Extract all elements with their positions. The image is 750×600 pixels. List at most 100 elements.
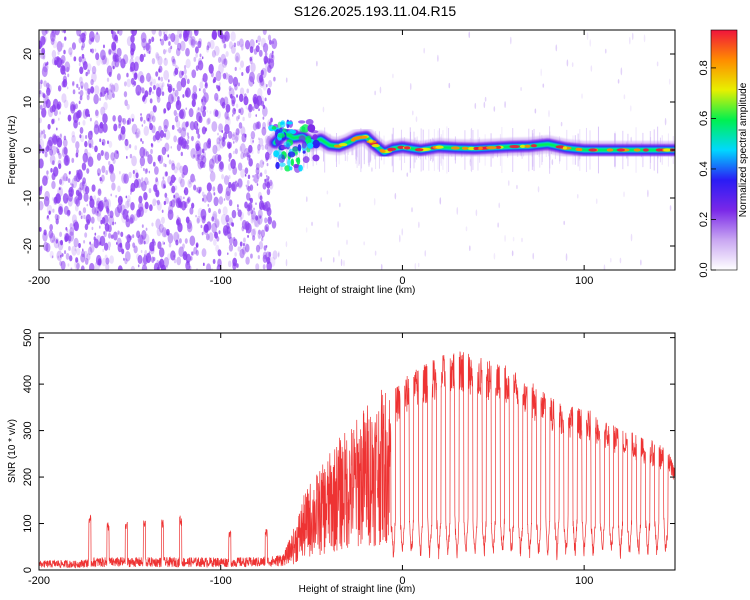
noise-blob — [158, 223, 164, 233]
noise-blob-faint — [424, 250, 427, 257]
noise-blob — [100, 106, 106, 116]
noise-blob — [174, 64, 178, 71]
noise-blob — [122, 208, 129, 220]
noise-blob — [118, 231, 121, 236]
noise-blob — [249, 56, 253, 62]
noise-blob — [116, 150, 119, 154]
noise-blob — [157, 154, 162, 162]
noise-blob — [257, 149, 260, 154]
noise-blob — [79, 76, 83, 84]
noise-blob — [193, 56, 197, 62]
noise-blob-faint — [623, 94, 626, 100]
noise-blob — [112, 158, 116, 164]
noise-blob — [122, 117, 127, 125]
noise-blob — [108, 49, 112, 55]
noise-blob — [110, 152, 116, 161]
noise-blob — [201, 248, 207, 258]
noise-blob — [52, 239, 54, 243]
noise-blob — [249, 71, 255, 83]
noise-blob — [82, 60, 88, 71]
noise-blob — [183, 196, 185, 200]
noise-blob — [137, 254, 143, 265]
noise-blob-faint — [520, 86, 522, 92]
noise-blob — [186, 222, 193, 233]
noise-blob — [69, 255, 73, 262]
noise-blob — [108, 163, 114, 173]
noise-blob — [151, 57, 156, 65]
noise-blob — [185, 87, 191, 98]
noise-blob — [257, 87, 263, 98]
noise-blob — [181, 172, 185, 179]
noise-blob — [225, 214, 230, 223]
noise-blob — [212, 144, 218, 155]
track-hotspot — [575, 147, 581, 151]
noise-blob — [169, 181, 172, 186]
noise-blob — [130, 192, 132, 195]
noise-blob — [177, 66, 179, 70]
noise-blob — [258, 108, 260, 112]
noise-blob — [232, 107, 236, 115]
noise-blob — [39, 200, 44, 211]
noise-blob — [107, 213, 110, 217]
noise-blob — [139, 156, 146, 167]
noise-blob — [224, 111, 229, 120]
noise-blob — [95, 200, 101, 210]
noise-blob — [53, 108, 58, 117]
noise-blob — [63, 135, 67, 141]
noise-blob — [39, 117, 42, 124]
noise-blob — [112, 115, 116, 122]
noise-blob — [125, 139, 128, 142]
noise-blob — [173, 194, 176, 198]
noise-blob — [97, 258, 102, 266]
noise-blob-faint — [374, 250, 377, 256]
noise-blob-faint — [534, 108, 537, 114]
noise-blob-faint — [617, 79, 620, 84]
noise-blob — [144, 168, 148, 175]
noise-blob — [83, 82, 89, 91]
noise-blob — [208, 232, 214, 242]
noise-blob — [191, 251, 194, 256]
noise-blob — [215, 244, 220, 253]
noise-blob — [227, 116, 230, 121]
noise-blob — [101, 165, 106, 174]
noise-blob — [215, 96, 219, 103]
noise-blob — [120, 199, 123, 203]
noise-blob — [79, 182, 84, 191]
noise-blob — [80, 134, 85, 143]
noise-blob — [46, 100, 49, 105]
noise-blob — [161, 146, 167, 156]
noise-blob — [71, 183, 74, 188]
colorbar-gradient — [711, 30, 737, 270]
noise-blob — [206, 191, 213, 203]
noise-blob — [143, 240, 146, 245]
noise-blob — [91, 184, 96, 192]
noise-blob — [161, 91, 165, 96]
noise-blob — [211, 222, 218, 234]
noise-blob — [225, 50, 229, 58]
noise-blob — [56, 148, 60, 154]
track-hotspot — [414, 148, 424, 152]
noise-blob — [140, 249, 143, 254]
noise-blob — [91, 48, 94, 54]
noise-blob — [166, 36, 169, 41]
noise-blob — [228, 41, 233, 49]
noise-blob — [73, 237, 79, 248]
noise-blob — [217, 132, 219, 136]
noise-blob — [65, 176, 69, 182]
colorbar-tick-label: 0.4 — [698, 161, 710, 176]
noise-blob-faint — [643, 34, 646, 43]
noise-blob — [51, 180, 56, 190]
noise-blob — [186, 132, 189, 137]
noise-blob — [63, 155, 69, 166]
noise-blob — [124, 251, 131, 262]
noise-blob — [224, 230, 227, 234]
noise-blob — [171, 55, 175, 63]
noise-blob — [218, 196, 224, 205]
noise-blob — [141, 124, 144, 127]
noise-blob-faint — [468, 31, 471, 39]
noise-blob — [196, 123, 199, 126]
noise-blob — [89, 198, 95, 209]
noise-blob — [171, 185, 176, 194]
noise-blob — [83, 250, 88, 260]
noise-blob — [176, 100, 180, 106]
